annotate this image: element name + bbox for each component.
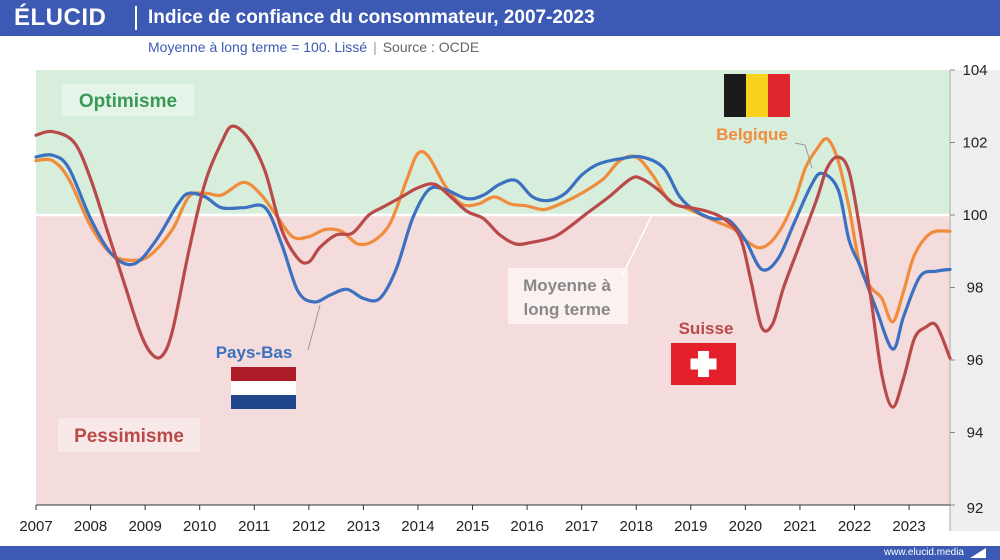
y-axis-background (950, 70, 1000, 531)
x-tick-label: 2022 (838, 518, 871, 535)
netherlands-flag-blue (231, 395, 296, 409)
series-label-pays-bas: Pays-Bas (216, 343, 293, 362)
y-tick-label: 102 (962, 135, 987, 152)
x-tick-label: 2020 (729, 518, 762, 535)
x-tick-label: 2019 (674, 518, 707, 535)
y-tick-label: 100 (962, 207, 987, 224)
mean-label-line2: long terme (524, 300, 611, 319)
x-tick-label: 2016 (510, 518, 543, 535)
mean-label-backdrop (508, 268, 628, 324)
mean-label-leader (621, 214, 653, 277)
header-divider (135, 6, 137, 30)
x-tick-label: 2011 (238, 518, 270, 535)
x-tick-label: 2015 (456, 518, 489, 535)
footer-url: www.elucid.media (883, 547, 964, 558)
series-line-belgique (34, 137, 952, 324)
belgique-leader (794, 142, 813, 169)
x-tick-label: 2009 (128, 518, 161, 535)
x-tick-label: 2012 (292, 518, 325, 535)
y-tick-label: 94 (967, 425, 984, 442)
belgium-flag-red (768, 74, 790, 117)
footer-logo-icon (970, 548, 986, 558)
netherlands-flag-white (231, 381, 296, 395)
optimism-label: Optimisme (79, 91, 177, 112)
y-tick-label: 104 (962, 62, 987, 79)
chart-title: Indice de confiance du consommateur, 200… (148, 7, 595, 28)
x-tick-label: 2013 (347, 518, 380, 535)
source-text: Source : OCDE (382, 39, 480, 55)
pessimism-label: Pessimisme (74, 426, 184, 447)
switzerland-cross-horizontal (690, 358, 717, 370)
pays-bas-leader (307, 304, 321, 351)
mean-label-line1: Moyenne à (523, 276, 611, 295)
series-line-suisse (34, 124, 952, 409)
pessimism-label-backdrop (58, 418, 200, 452)
belgium-flag-yellow (746, 74, 768, 117)
series-label-suisse: Suisse (679, 319, 734, 338)
pessimism-zone (36, 215, 950, 505)
series-label-belgique: Belgique (716, 125, 788, 144)
line-chart: 92 94 96 98 100 102 104 2007 2008 2009 2010 2011 201… (19, 62, 1000, 535)
x-tick-label: 2014 (401, 518, 434, 535)
chart-subtitle: Moyenne à long terme = 100. Lissé | Source… (148, 38, 479, 56)
series-line-pays-bas (34, 153, 952, 351)
brand-logo: ÉLUCID (14, 4, 107, 31)
footer-bar: www.elucid.media (0, 546, 1000, 560)
netherlands-flag-red (231, 367, 296, 381)
optimism-label-backdrop (62, 84, 194, 116)
x-tick-label: 2017 (565, 518, 598, 535)
belgium-flag-black (724, 74, 746, 117)
x-tick-label: 2018 (620, 518, 653, 535)
y-tick-label: 98 (967, 280, 984, 297)
x-tick-label: 2021 (783, 518, 816, 535)
x-tick-label: 2023 (892, 518, 925, 535)
subtitle-separator: | (373, 39, 377, 55)
y-tick-label: 96 (967, 352, 984, 369)
x-tick-label: 2007 (19, 518, 52, 535)
y-tick-label: 92 (967, 500, 984, 517)
subtitle-text: Moyenne à long terme = 100. Lissé (148, 39, 368, 55)
header-bar: ÉLUCID Indice de confiance du consommate… (0, 0, 1000, 36)
x-tick-label: 2010 (183, 518, 216, 535)
x-tick-label: 2008 (74, 518, 107, 535)
